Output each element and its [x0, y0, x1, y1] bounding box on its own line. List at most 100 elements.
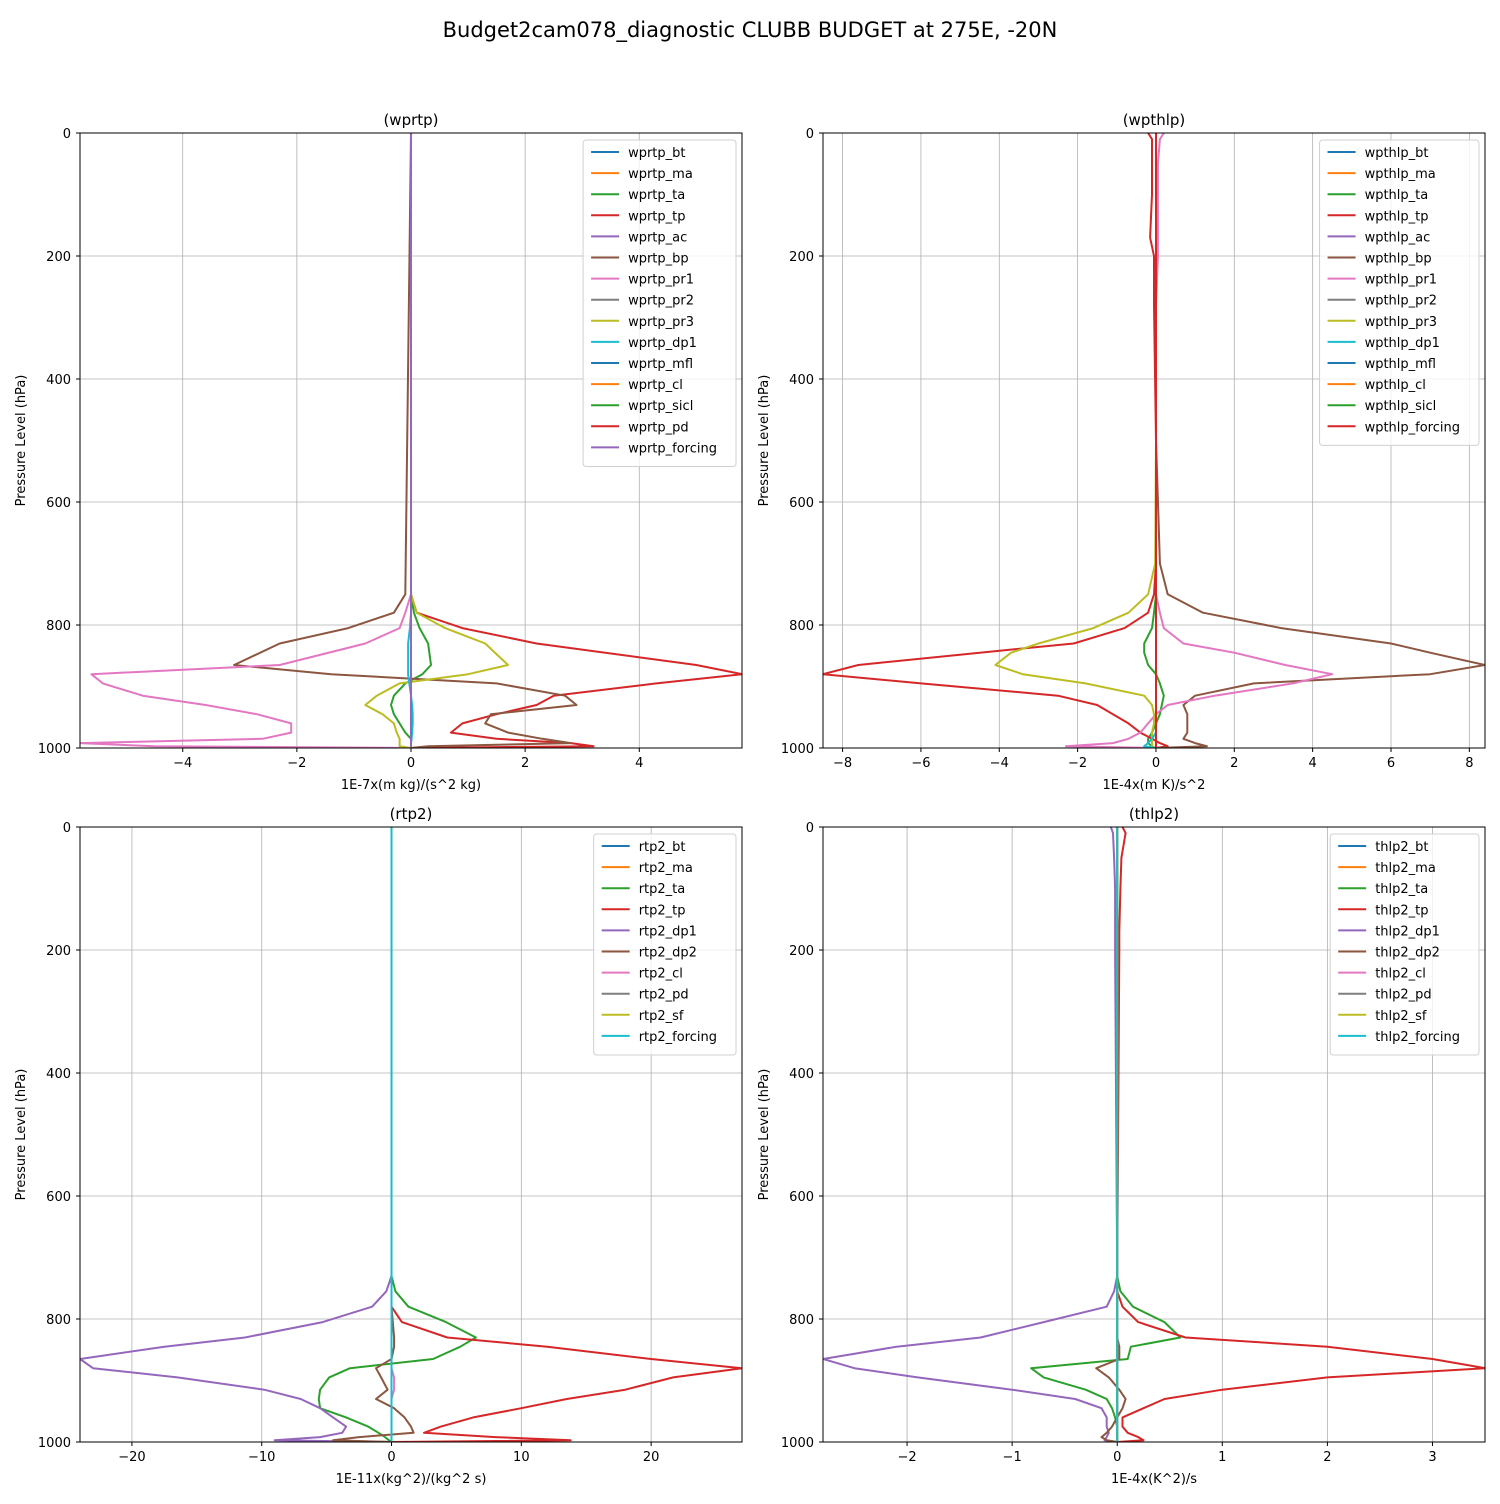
series-line-wpthlp_pr1 — [1064, 133, 1334, 748]
x-tick-label: 2 — [521, 756, 529, 771]
y-tick-label: 800 — [789, 619, 814, 634]
x-tick-label: 1 — [1218, 1450, 1226, 1465]
legend-label: wprtp_forcing — [628, 441, 717, 456]
x-tick-label: 2 — [1323, 1450, 1331, 1465]
x-tick-label: −4 — [173, 756, 192, 771]
x-tick-label: −2 — [287, 756, 306, 771]
legend-label: rtp2_tp — [639, 903, 686, 918]
panel-2: −8 −6 −4 −2 0 2 4 6 8 0 200 400 600 800 1000 1E-4x(m K)… — [757, 111, 1486, 793]
y-axis-label: Pressure Level (hPa) — [14, 1069, 29, 1201]
y-tick-label: 800 — [46, 1313, 71, 1328]
panel-4: −2 −1 0 1 2 3 0 200 400 600 800 1000 1E-4x(K^2)/s Pre… — [757, 805, 1486, 1487]
series-group — [823, 827, 1485, 1442]
y-tick-label: 0 — [806, 821, 814, 836]
x-tick-label: 6 — [1387, 756, 1395, 771]
y-tick-label: 1000 — [781, 742, 814, 757]
legend-label: wpthlp_ma — [1365, 167, 1436, 182]
legend-label: wprtp_ta — [628, 188, 685, 203]
series-group — [823, 133, 1485, 748]
legend-label: wprtp_bp — [628, 252, 689, 267]
series-line-thlp2_dp1 — [823, 827, 1119, 1442]
legend-label: wprtp_pr2 — [628, 294, 694, 309]
y-tick-label: 0 — [63, 821, 71, 836]
legend-label: rtp2_dp2 — [639, 946, 697, 961]
y-tick-label: 400 — [46, 1067, 71, 1082]
y-tick-label: 600 — [789, 496, 814, 511]
x-tick-label: 4 — [635, 756, 643, 771]
legend-label: thlp2_ta — [1375, 882, 1428, 897]
legend-label: thlp2_sf — [1375, 1009, 1427, 1024]
series-line-wprtp_pr3 — [364, 133, 509, 748]
series-group — [80, 133, 742, 748]
legend-label: wpthlp_ta — [1365, 188, 1429, 203]
axes-frame — [79, 826, 743, 1443]
legend-label: rtp2_forcing — [639, 1030, 717, 1045]
legend-label: wpthlp_mfl — [1365, 357, 1436, 372]
legend-frame — [593, 833, 737, 1056]
legend-label: rtp2_bt — [639, 840, 686, 855]
legend-label: wprtp_tp — [628, 209, 685, 224]
panel-title: (thlp2) — [1129, 805, 1179, 823]
legend-label: rtp2_cl — [639, 967, 683, 982]
legend-label: thlp2_dp2 — [1375, 946, 1440, 961]
legend-label: wpthlp_cl — [1365, 378, 1426, 393]
x-tick-label: 10 — [513, 1450, 530, 1465]
series-line-wprtp_tp — [410, 133, 742, 748]
y-tick-label: 400 — [789, 1067, 814, 1082]
y-tick-label: 200 — [789, 250, 814, 265]
legend-label: thlp2_cl — [1375, 967, 1426, 982]
x-axis-label: 1E-4x(m K)/s^2 — [1103, 778, 1206, 793]
legend-label: wprtp_ma — [628, 167, 693, 182]
legend-label: wprtp_sicl — [628, 399, 693, 414]
legend-label: thlp2_ma — [1375, 861, 1436, 876]
legend-label: rtp2_dp1 — [639, 924, 697, 939]
x-tick-label: 2 — [1230, 756, 1238, 771]
series-line-wprtp_pr1 — [80, 133, 412, 748]
legend-label: rtp2_sf — [639, 1009, 684, 1024]
legend-label: wpthlp_sicl — [1365, 399, 1437, 414]
x-tick-label: 0 — [407, 756, 415, 771]
panel-title: (rtp2) — [390, 805, 433, 823]
legend-label: rtp2_pd — [639, 988, 689, 1003]
legend-label: wprtp_bt — [628, 146, 685, 161]
y-axis-label: Pressure Level (hPa) — [757, 375, 772, 507]
y-tick-label: 1000 — [781, 1436, 814, 1451]
y-axis-label: Pressure Level (hPa) — [757, 1069, 772, 1201]
x-axis-label: 1E-7x(m kg)/(s^2 kg) — [341, 778, 481, 793]
x-tick-label: 3 — [1428, 1450, 1436, 1465]
y-tick-label: 600 — [46, 1190, 71, 1205]
x-axis-label: 1E-4x(K^2)/s — [1111, 1472, 1197, 1487]
x-tick-label: 0 — [387, 1450, 395, 1465]
x-tick-label: 20 — [643, 1450, 660, 1465]
series-line-thlp2_tp — [1116, 827, 1485, 1442]
legend-label: wprtp_pd — [628, 420, 689, 435]
legend-label: thlp2_pd — [1375, 988, 1431, 1003]
x-tick-label: −2 — [1068, 756, 1087, 771]
x-tick-label: 4 — [1309, 756, 1317, 771]
legend-label: thlp2_dp1 — [1375, 924, 1440, 939]
legend-label: wpthlp_dp1 — [1365, 336, 1440, 351]
x-tick-label: −6 — [911, 756, 930, 771]
legend: wpthlp_bt wpthlp_ma wpthlp_ta wpthlp_tpwpth… — [1319, 139, 1480, 446]
legend-frame — [582, 139, 737, 467]
legend-label: wprtp_pr1 — [628, 273, 694, 288]
legend-label: rtp2_ta — [639, 882, 686, 897]
legend-label: wpthlp_ac — [1365, 230, 1431, 245]
y-tick-label: 1000 — [38, 742, 71, 757]
series-line-rtp2_ta — [317, 827, 477, 1442]
series-line-wprtp_bp — [233, 133, 578, 748]
y-tick-label: 800 — [789, 1313, 814, 1328]
y-tick-label: 200 — [789, 944, 814, 959]
legend-label: wpthlp_pr2 — [1365, 294, 1437, 309]
x-tick-label: −8 — [833, 756, 852, 771]
y-tick-label: 0 — [63, 127, 71, 142]
panel-3: −20 −10 0 10 20020040060080010001E-11x(kg^2)… — [14, 805, 743, 1487]
legend-label: wpthlp_tp — [1365, 209, 1429, 224]
series-group — [80, 827, 742, 1442]
panel-1: −4 −2 0 2 4 0 200 400 600 800 1000 1E-7x(m kg)/(s^2… — [14, 111, 743, 793]
y-tick-label: 200 — [46, 250, 71, 265]
legend-label: wprtp_mfl — [628, 357, 693, 372]
y-tick-label: 400 — [789, 373, 814, 388]
panel-title: (wprtp) — [383, 111, 438, 129]
